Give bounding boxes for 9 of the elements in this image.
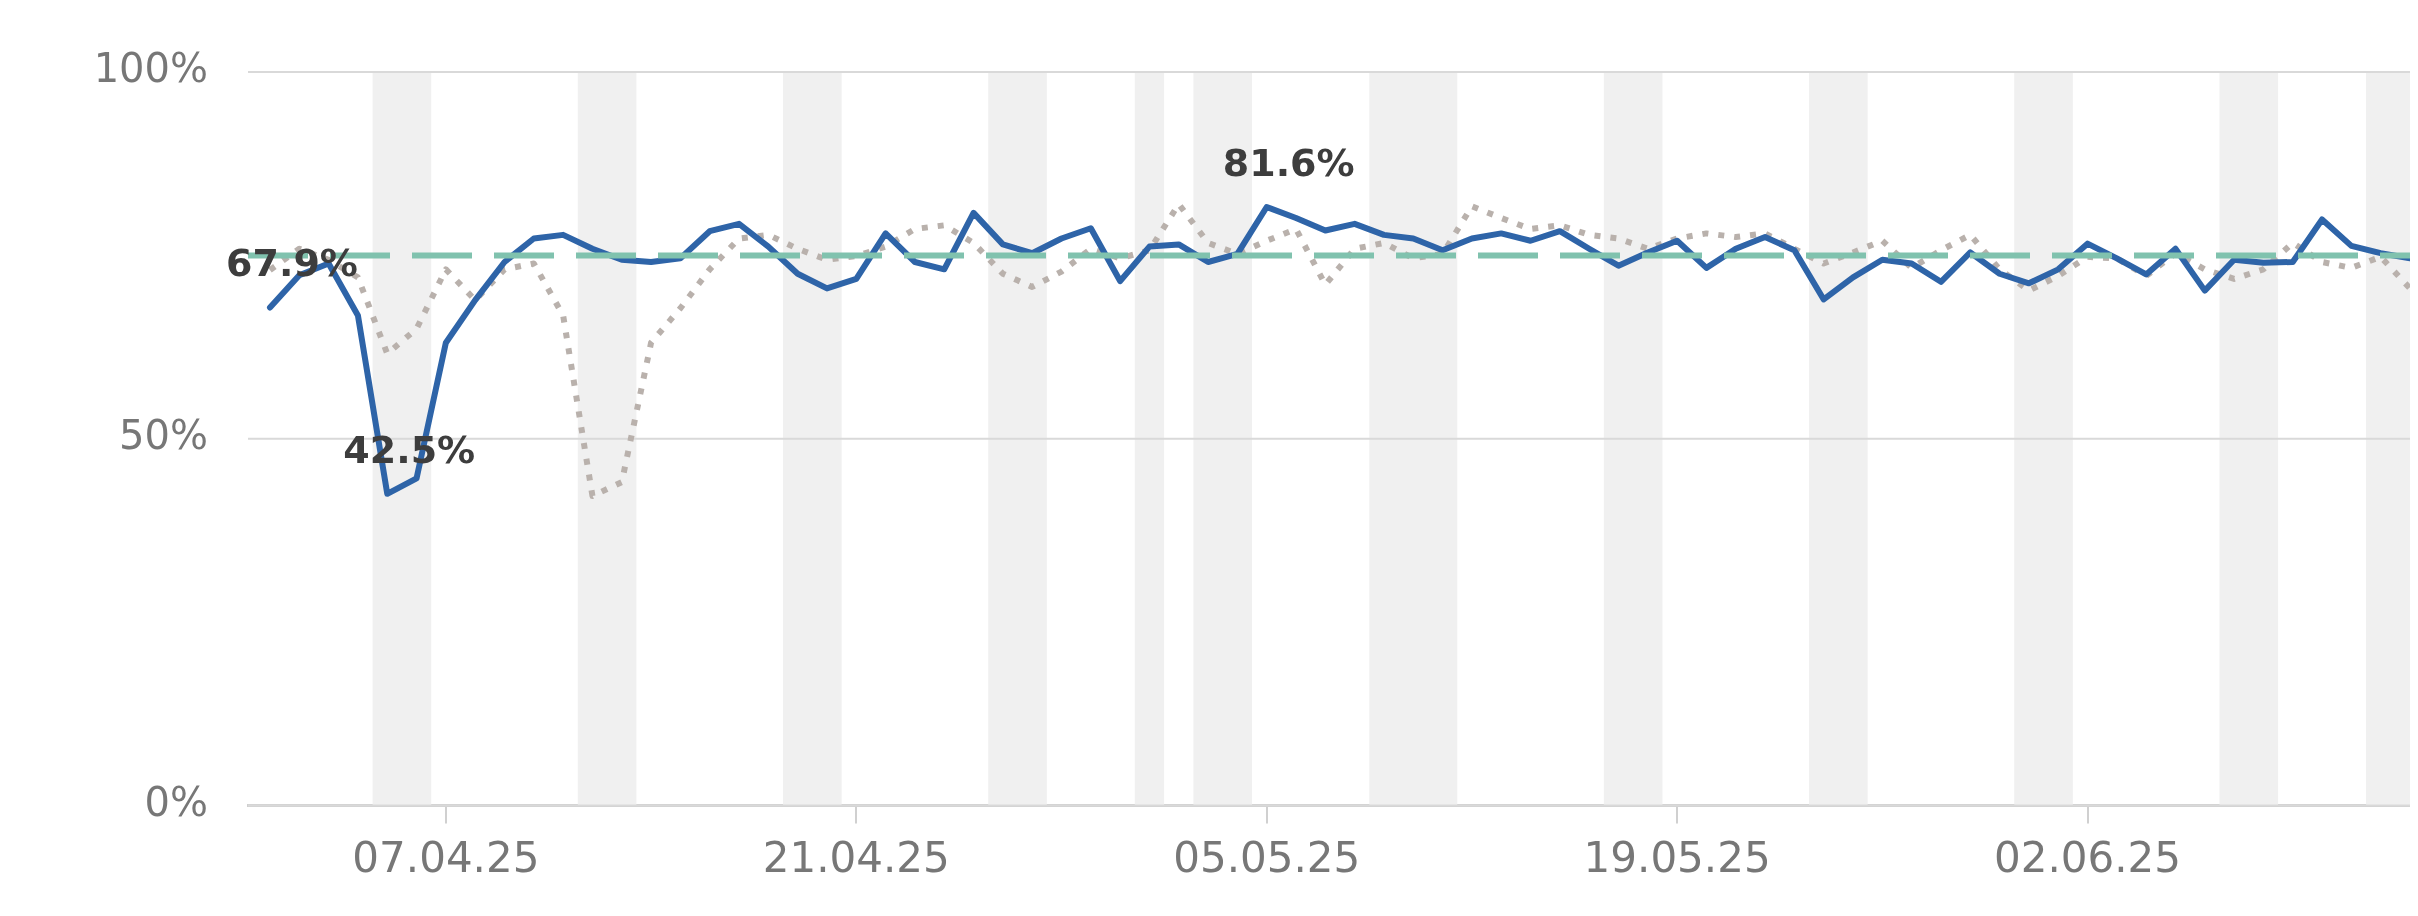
y-tick-label: 50% [119, 412, 208, 459]
data-label: 81.6% [1222, 140, 1355, 185]
x-tick-label: 19.05.25 [1583, 832, 1771, 882]
y-tick-label: 100% [93, 45, 208, 92]
x-tick-label: 21.04.25 [762, 832, 950, 882]
y-tick-label: 0% [144, 778, 208, 825]
x-tick-label: 07.04.25 [352, 832, 540, 882]
x-tick-label: 02.06.25 [1994, 832, 2182, 882]
x-tick-label: 05.05.25 [1173, 832, 1361, 882]
